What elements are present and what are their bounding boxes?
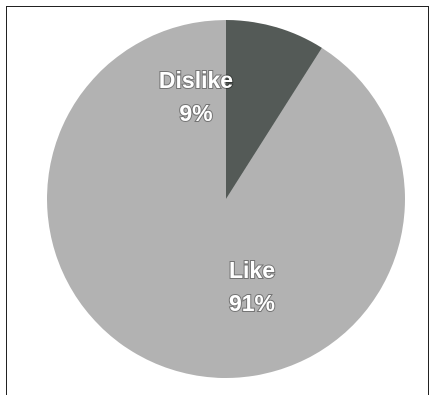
slice-label-dislike-name: Dislike: [159, 67, 233, 93]
pie-labels: Dislike 9% Like 91%: [158, 66, 276, 317]
pie-slice-like: [46, 20, 406, 378]
slice-label-dislike-percent: 9%: [179, 100, 212, 126]
pie-slices: [46, 20, 406, 378]
slice-label-like-name: Like: [229, 257, 275, 283]
slice-label-like-percent: 91%: [229, 290, 275, 316]
pie-slice-dislike: [226, 20, 322, 199]
